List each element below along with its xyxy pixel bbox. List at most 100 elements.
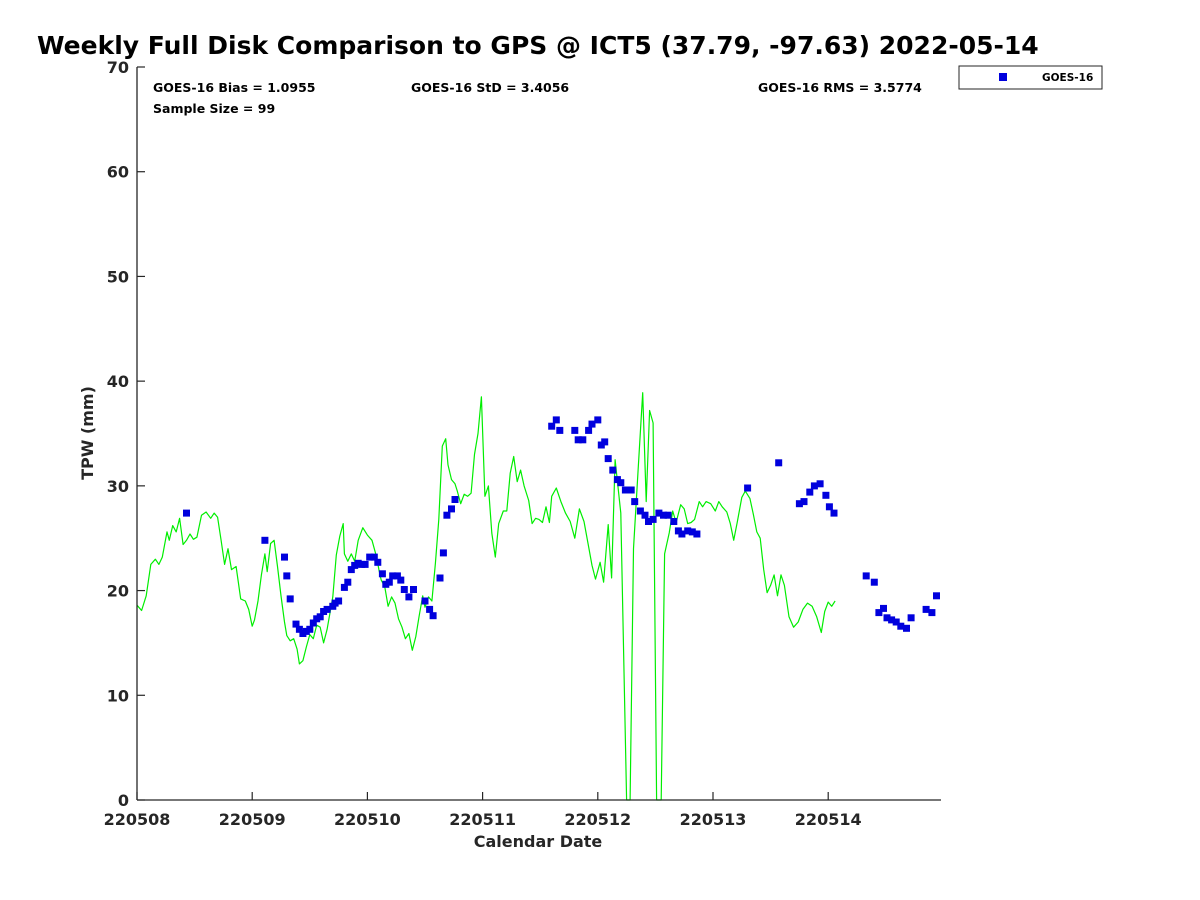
goes-point [903, 624, 910, 632]
goes-point [617, 479, 625, 487]
goes-point [579, 436, 587, 444]
x-tick-label: 220512 [564, 810, 631, 829]
x-tick-label: 220508 [104, 810, 171, 829]
sample-size-stat: Sample Size = 99 [153, 101, 275, 116]
goes-point [370, 553, 378, 561]
goes-point [907, 614, 915, 622]
goes-point [389, 572, 397, 580]
goes-point [795, 500, 803, 508]
goes-point [439, 549, 447, 557]
goes-point [631, 498, 639, 506]
x-ticks: 220508 220509 220510 220511 220512 220513 2205… [104, 792, 862, 829]
goes-point [825, 503, 833, 511]
x-tick-label: 220513 [680, 810, 747, 829]
goes-point [316, 613, 324, 621]
goes-point [309, 619, 317, 627]
goes-point [649, 515, 657, 523]
bias-stat: GOES-16 Bias = 1.0955 [153, 80, 315, 95]
y-tick-label: 20 [107, 582, 129, 601]
goes-point [641, 511, 649, 519]
goes-point [556, 426, 564, 434]
goes-point [594, 416, 602, 424]
goes-point [397, 576, 405, 584]
goes-point [922, 605, 930, 613]
goes-point [588, 420, 596, 428]
goes-point [897, 622, 905, 630]
goes-point [378, 570, 386, 578]
goes-point [347, 566, 355, 574]
goes-point [295, 625, 303, 633]
goes-point [800, 498, 808, 506]
goes-point [306, 625, 314, 633]
legend-box [958, 65, 1103, 90]
goes-point [366, 553, 374, 561]
goes-point [870, 578, 878, 586]
goes-point [875, 609, 883, 617]
goes-point [892, 618, 900, 626]
goes-point [883, 614, 891, 622]
y-tick-label: 40 [107, 372, 129, 391]
goes-point [862, 572, 870, 580]
x-tick-label: 220511 [449, 810, 516, 829]
goes-point [335, 597, 343, 605]
goes-point [645, 518, 652, 525]
goes-point [443, 511, 451, 519]
goes-point [421, 597, 429, 605]
gps-line [136, 392, 836, 801]
goes-point [393, 572, 401, 580]
goes-point [374, 558, 382, 566]
y-axis-label: TPW (mm) [78, 386, 97, 480]
goes-point [400, 586, 408, 593]
chart-title: Weekly Full Disk Comparison to GPS @ ICT… [37, 31, 1039, 60]
goes-point [880, 604, 887, 612]
goes-point [660, 511, 667, 519]
goes-point [688, 528, 696, 536]
goes-point [361, 560, 369, 568]
goes-point [340, 583, 348, 591]
rms-stat: GOES-16 RMS = 3.5774 [758, 80, 922, 95]
goes-point [655, 509, 663, 517]
goes-point [436, 574, 444, 582]
y-tick-label: 70 [107, 58, 129, 77]
y-ticks: 0 10 20 30 40 50 60 70 [107, 58, 145, 810]
goes-point [548, 422, 556, 430]
goes-point [822, 491, 830, 499]
goes-point [636, 507, 644, 515]
y-tick-label: 0 [118, 791, 129, 810]
legend-label: GOES-16 [1042, 72, 1093, 84]
legend: GOES-16 [958, 65, 1103, 90]
y-tick-label: 60 [107, 163, 129, 182]
goes-point [286, 595, 294, 603]
goes-point [621, 486, 629, 494]
goes-point [571, 426, 579, 434]
x-tick-label: 220509 [219, 810, 286, 829]
goes-point [744, 484, 752, 492]
goes-point [261, 536, 269, 544]
goes-point [292, 620, 300, 628]
goes-point [693, 530, 701, 538]
goes-point [933, 592, 940, 600]
y-tick-label: 50 [107, 267, 129, 286]
goes-point [451, 496, 459, 503]
goes-point [405, 593, 413, 601]
y-tick-label: 30 [107, 477, 129, 496]
goes-point [830, 509, 838, 517]
goes-point [775, 459, 783, 467]
goes-point [283, 572, 291, 580]
goes-point [429, 612, 437, 620]
goes-point [585, 426, 593, 434]
axes [136, 67, 941, 801]
std-stat: GOES-16 StD = 3.4056 [411, 80, 569, 95]
goes-point [281, 553, 288, 561]
goes-point [601, 438, 609, 446]
goes-point [604, 455, 612, 463]
goes-point [323, 605, 331, 613]
goes-point [816, 480, 824, 488]
goes-point [627, 486, 635, 494]
y-tick-label: 10 [107, 686, 129, 705]
goes-point [928, 609, 936, 617]
x-tick-label: 220510 [334, 810, 401, 829]
goes-point [426, 605, 434, 613]
goes-point [385, 578, 393, 586]
goes-point-layer [183, 416, 940, 637]
